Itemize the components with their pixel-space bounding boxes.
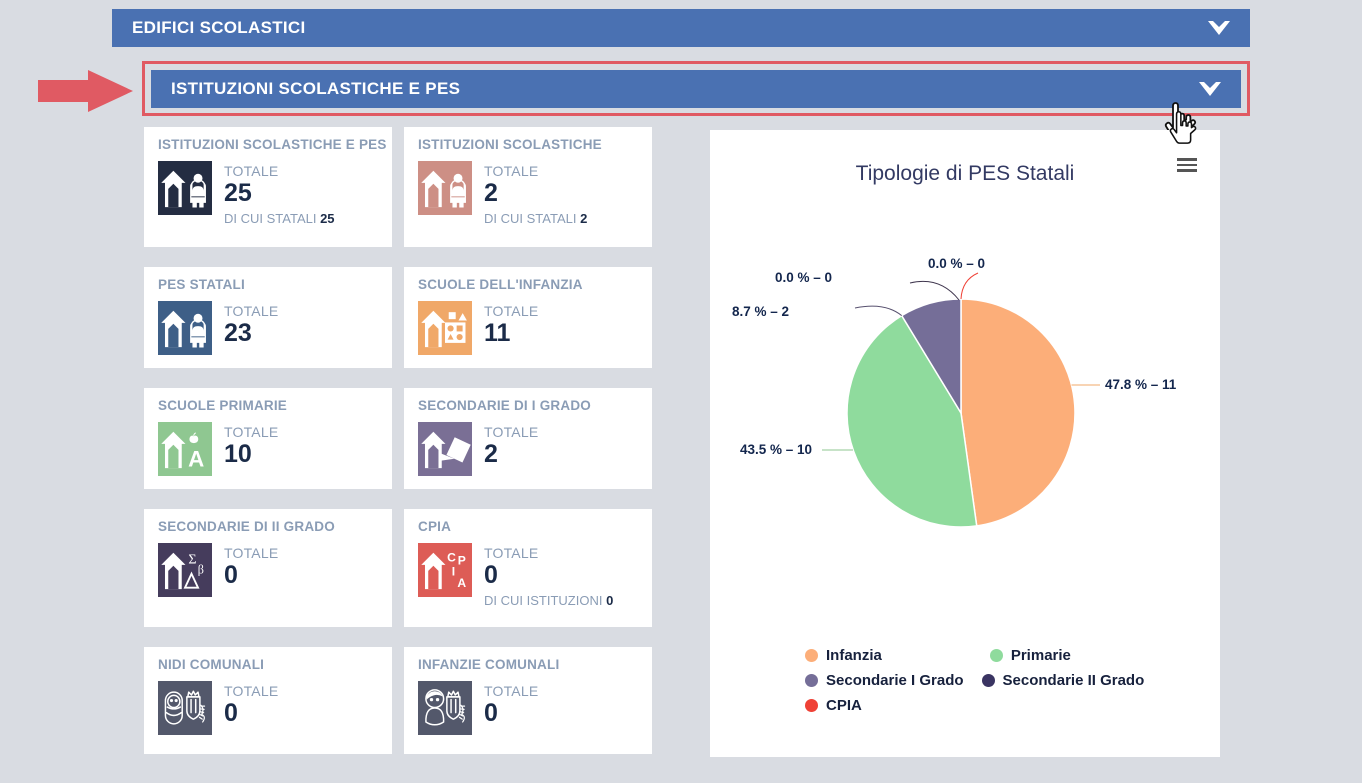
svg-text:8.7 % – 2: 8.7 % – 2 [732,304,789,319]
svg-text:43.5 % – 10: 43.5 % – 10 [740,442,812,457]
svg-text:47.8 % – 11: 47.8 % – 11 [1105,377,1177,392]
svg-text:0.0 % – 0: 0.0 % – 0 [928,256,985,271]
svg-text:0.0 % – 0: 0.0 % – 0 [775,270,832,285]
